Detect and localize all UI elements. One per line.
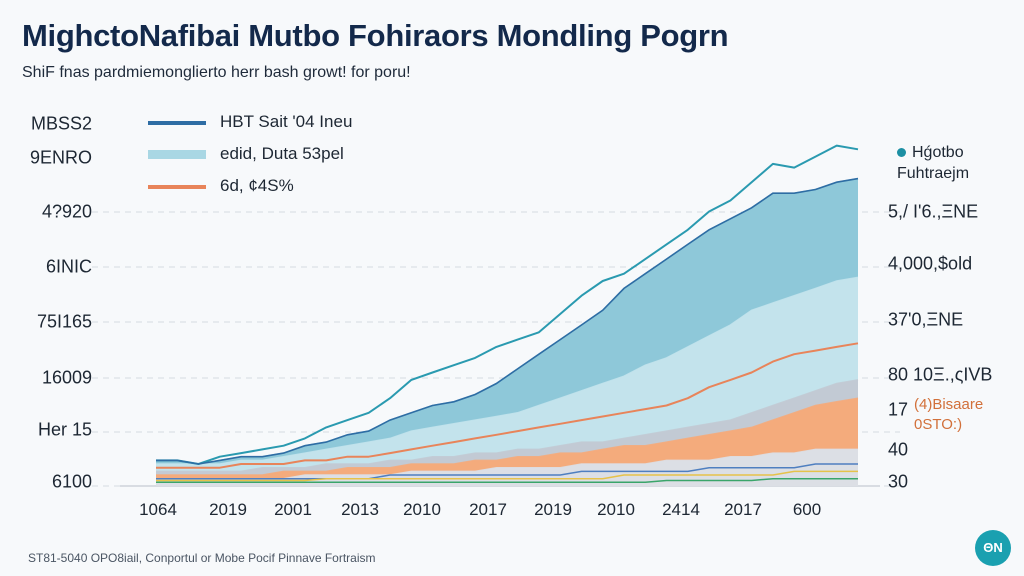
- x-tick-1: 2019: [209, 500, 247, 519]
- orange-note-line-1: (4)Bisaare: [914, 396, 984, 413]
- source-note: ST81-5040 OPO8iail, Conportul or Mobe Po…: [28, 551, 376, 565]
- series-area-edge-2: [156, 379, 859, 473]
- series-line-4: [156, 477, 858, 484]
- series-area-edge-1: [156, 276, 859, 465]
- annotation-dot-icon: [897, 148, 906, 158]
- series-line-1: [156, 342, 859, 469]
- brand-logo-icon: ΘN: [975, 530, 1011, 566]
- y-axis-label: MBSS2: [30, 113, 92, 134]
- y-tick-right-6: 30: [888, 471, 909, 492]
- x-tick-0: 1064: [139, 500, 177, 519]
- legend-label-1: HBT Sait '04 Ineu: [220, 112, 353, 131]
- x-tick-5: 2017: [469, 500, 507, 519]
- x-tick-10: 600: [792, 500, 822, 519]
- y-tick-left-3: 75I165: [36, 311, 92, 332]
- x-tick-4: 2010: [403, 500, 441, 519]
- y-tick-right-0: 5,/ I'6.,ΞNE: [888, 201, 979, 222]
- x-tick-9: 2017: [724, 500, 762, 519]
- y-tick-right-2: 37'0,ΞNE: [888, 309, 964, 330]
- legend-label-2: edid, Duta 53pel: [220, 144, 344, 163]
- y-tick-right-4: 17: [888, 399, 909, 420]
- y-tick-left-0: 9ENRO: [29, 147, 92, 168]
- legend-label-3: 6d, ¢4S%: [220, 176, 294, 195]
- y-tick-right-5: 40: [888, 439, 909, 460]
- x-tick-7: 2010: [597, 500, 635, 519]
- annotation-text: Hǵotbo Fuhtraejm: [897, 144, 970, 182]
- y-tick-left-4: 16009: [41, 367, 92, 388]
- series-line-2: [156, 463, 858, 480]
- orange-note-line-2: 0STO:): [914, 416, 963, 433]
- series-line-3: [156, 470, 858, 482]
- series-annotation: Hǵotbo Fuhtraejm: [897, 142, 1024, 184]
- series-area-edge-3: [156, 397, 859, 476]
- x-tick-8: 2414: [662, 500, 700, 519]
- y-tick-right-3: 80 10Ξ.,ςIVB: [888, 364, 993, 385]
- x-tick-2: 2001: [274, 500, 312, 519]
- y-tick-left-5: Her 15: [37, 419, 92, 440]
- main-area-outline: [156, 177, 859, 465]
- legend-swatch-blue: [148, 121, 206, 125]
- legend-swatch-orange: [148, 185, 206, 189]
- x-tick-6: 2019: [534, 500, 572, 519]
- legend-swatch-lightblue: [148, 150, 206, 159]
- y-tick-right-1: 4,000,$old: [888, 253, 973, 274]
- y-tick-left-1: 4?920: [41, 201, 92, 222]
- series-line-0: [156, 144, 859, 465]
- orange-note: (4)Bisaare 0STO:): [914, 395, 983, 435]
- y-tick-left-6: 6100: [51, 471, 92, 492]
- chart-title: MighctoNafibai Mutbo Fohiraors Mondling …: [22, 18, 729, 53]
- x-tick-3: 2013: [341, 500, 379, 519]
- chart-subtitle: ShiF fnas pardmiemonglierto herr bash gr…: [22, 64, 411, 81]
- y-tick-left-2: 6INIC: [45, 256, 92, 277]
